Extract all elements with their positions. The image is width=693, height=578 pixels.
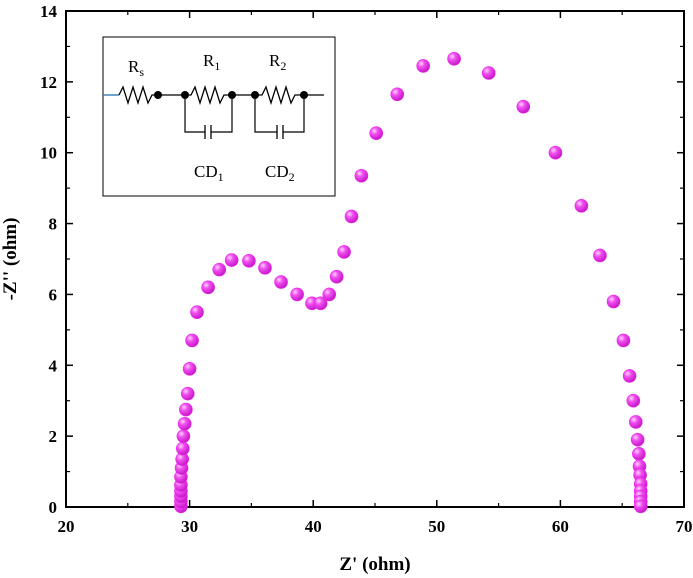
y-tick-label: 8 [49,215,58,234]
y-tick-label: 12 [40,73,57,92]
x-tick-label: 60 [552,517,569,536]
axis-tick-labels: 20 30 40 50 60 70 0 2 4 6 8 10 12 14 [40,2,693,536]
data-point [354,168,369,183]
y-tick-label: 10 [40,144,57,163]
data-point [606,294,621,309]
data-point [185,333,199,348]
circuit-inset: Rs R1 R2 CD1 CD2 [102,36,336,197]
capacitor-cd1-branch [184,95,205,133]
data-point [179,402,193,417]
data-point [177,416,192,431]
data-point [593,248,607,263]
data-point [369,126,384,141]
resistor-r1-icon [185,84,232,106]
x-axis-title: Z' (ohm) [339,554,410,575]
data-point [344,209,359,224]
y-tick-label: 0 [49,498,58,517]
data-point [176,441,190,456]
data-point [574,199,589,213]
data-point [630,432,645,447]
data-point [290,287,304,302]
x-tick-label: 70 [676,517,693,536]
data-point [224,253,239,267]
label-rs: Rs [128,57,144,79]
capacitor-cd1-branch-right [211,95,233,133]
data-point [447,52,461,66]
data-point [201,280,215,295]
data-point [633,499,648,514]
data-point [622,369,637,383]
data-point [180,386,195,401]
x-tick-label: 30 [181,517,198,536]
data-point [616,333,631,348]
data-point [313,296,328,311]
data-point [242,253,256,268]
label-r2: R2 [269,51,286,73]
data-point [322,287,337,302]
data-point [190,305,204,319]
x-tick-label: 50 [428,517,445,536]
data-point [212,262,227,277]
data-point [274,275,288,289]
data-point [481,66,496,80]
data-point [632,447,646,461]
y-tick-label: 4 [49,356,58,375]
data-point [548,145,563,160]
data-point [329,269,344,284]
x-tick-label: 20 [58,517,75,536]
y-tick-label: 6 [49,285,58,304]
resistor-r2-icon [255,84,304,106]
y-tick-label: 2 [49,427,58,446]
inset-box [102,36,336,197]
data-point [626,393,641,408]
capacitor-cd2-branch [254,95,277,133]
label-r1: R1 [203,51,220,73]
data-point [416,59,431,73]
data-point [628,415,643,429]
label-cd1: CD1 [194,162,224,184]
x-tick-label: 40 [305,517,322,536]
data-point [516,99,531,114]
data-point [182,362,197,376]
data-point [258,261,272,275]
resistor-rs-icon [118,84,158,106]
label-cd2: CD2 [265,162,295,184]
data-point [176,429,191,443]
data-point [337,245,351,259]
y-tick-label: 14 [40,2,58,21]
axis-ticks [65,10,685,508]
capacitor-cd2-branch-right [283,95,305,133]
data-points [174,52,648,514]
data-point [390,87,405,102]
y-axis-title: -Z'' (ohm) [0,218,21,301]
